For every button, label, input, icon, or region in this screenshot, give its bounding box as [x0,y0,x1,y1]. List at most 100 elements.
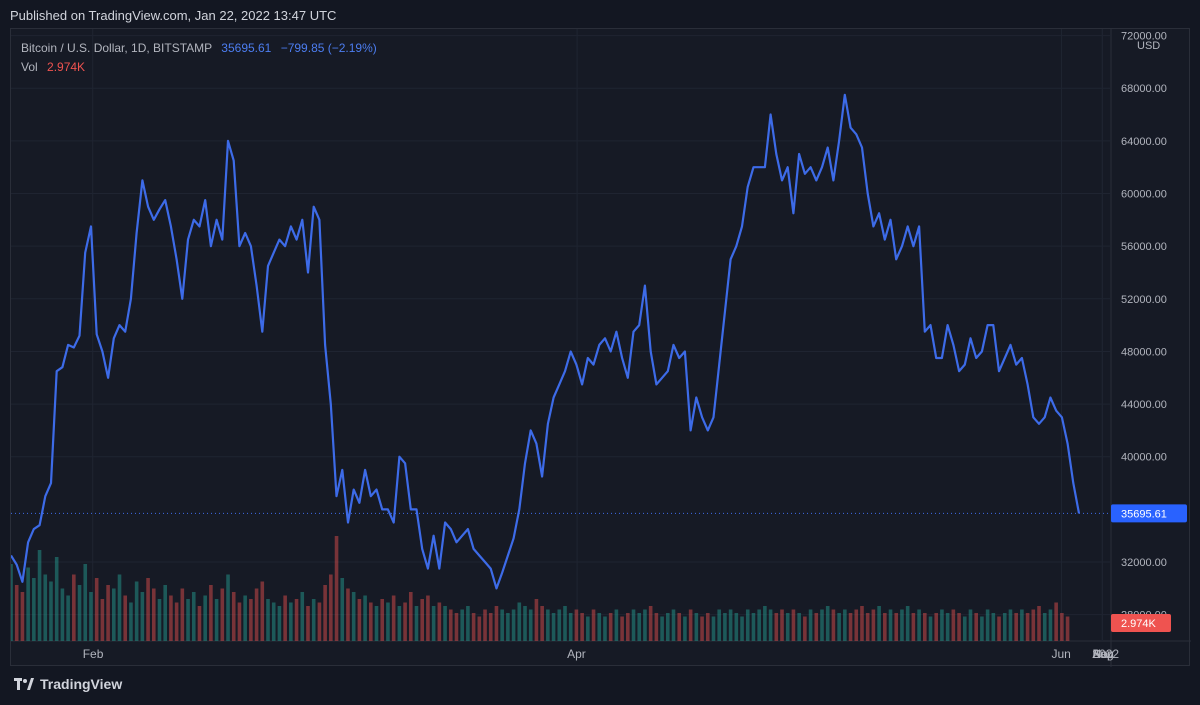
volume-bar [854,609,859,641]
y-tick-label: 60000.00 [1121,189,1167,201]
brand-text: TradingView [40,676,123,692]
volume-bar [506,613,510,641]
volume-bar [1020,609,1024,641]
volume-bar [626,613,630,641]
volume-bar [380,599,385,641]
y-tick-label: 32000.00 [1121,557,1167,569]
volume-bar [740,616,744,641]
volume-bar [620,616,624,641]
x-tick-label: 2022 [1092,647,1119,661]
tradingview-brand[interactable]: TradingView [14,676,122,692]
volume-bar [414,606,419,641]
volume-bar [677,613,682,641]
volume-bar [865,613,870,641]
last-price-tag-label: 35695.61 [1121,508,1167,520]
currency-label: USD [1137,40,1160,52]
volume-bar [374,606,379,641]
volume-bar [1054,602,1058,641]
volume-bar [517,602,522,641]
volume-bar [83,564,88,641]
volume-bar [1031,609,1036,641]
volume-bar [300,592,305,641]
volume-bar [957,613,961,641]
volume-bar [871,609,876,641]
volume-bar [306,606,310,641]
volume-bar [654,613,659,641]
volume-bar [962,616,967,641]
volume-bar [705,613,710,641]
volume-bar [546,609,550,641]
volume-bar [369,602,373,641]
volume-bar [317,602,322,641]
volume-bar [32,578,36,641]
volume-bar [140,592,145,641]
volume-bar [745,609,750,641]
volume-bar [106,585,110,641]
volume-bar [951,609,956,641]
volume-bar [460,609,464,641]
volume-bar [660,616,664,641]
volume-bar [825,606,830,641]
volume-bar [1014,613,1018,641]
x-tick-label: Apr [567,647,586,661]
volume-bar [231,592,236,641]
volume-bar [768,609,773,641]
volume-label: Vol [21,60,38,74]
volume-bar [283,595,287,641]
volume-bar [72,574,76,641]
volume-bar [797,613,801,641]
volume-bar [637,613,642,641]
volume-bar [351,592,356,641]
volume-bar [146,578,150,641]
volume-bar [728,609,733,641]
volume-bar [49,581,53,641]
x-tick-label: Aug [1092,647,1113,661]
volume-bar [997,616,1001,641]
volume-bar [763,606,767,641]
volume-bar [89,592,93,641]
volume-bar [163,585,168,641]
volume-bar [774,613,779,641]
volume-bar [757,609,761,641]
volume-bar [631,609,636,641]
volume-bar [883,613,887,641]
volume-bar [528,609,533,641]
volume-bar [723,613,727,641]
y-tick-label: 72000.00 [1121,31,1167,43]
volume-bar [483,609,487,641]
price-chart[interactable]: 72000.00 68000.00 64000.00 60000.00 56000.00… [11,29,1191,667]
volume-bar [1060,613,1064,641]
volume-bar [700,616,704,641]
chart-panel[interactable]: 72000.00 68000.00 64000.00 60000.00 56000.00… [10,28,1191,667]
y-tick-label: 40000.00 [1121,452,1167,464]
volume-bar [568,613,573,641]
published-caption: Published on TradingView.com, Jan 22, 20… [10,8,337,23]
y-tick-label: 68000.00 [1121,83,1167,95]
volume-bar [226,574,230,641]
volume-bar [14,585,19,641]
volume-bar [974,613,978,641]
y-tick-label: 56000.00 [1121,241,1167,253]
volume-bar [186,599,190,641]
volume-bar [100,599,105,641]
volume-tag-label: 2.974K [1121,618,1157,630]
price-change-label: −799.85 (−2.19%) [280,41,377,55]
volume-bar [557,609,562,641]
volume-bar [249,599,253,641]
volume-bar [329,574,333,641]
volume-bar [791,609,796,641]
volume-bar [237,602,242,641]
volume-bar [900,609,904,641]
volume-bar [820,609,824,641]
volume-bar [129,602,133,641]
volume-bar [134,581,139,641]
volume-bar [271,602,276,641]
volume-bar [363,595,367,641]
volume-bar [209,585,213,641]
volume-bar [694,613,699,641]
volume-bar [54,557,59,641]
volume-bar [1008,609,1013,641]
volume-bar [688,609,693,641]
volume-bar [991,613,996,641]
volume-bar [214,599,219,641]
